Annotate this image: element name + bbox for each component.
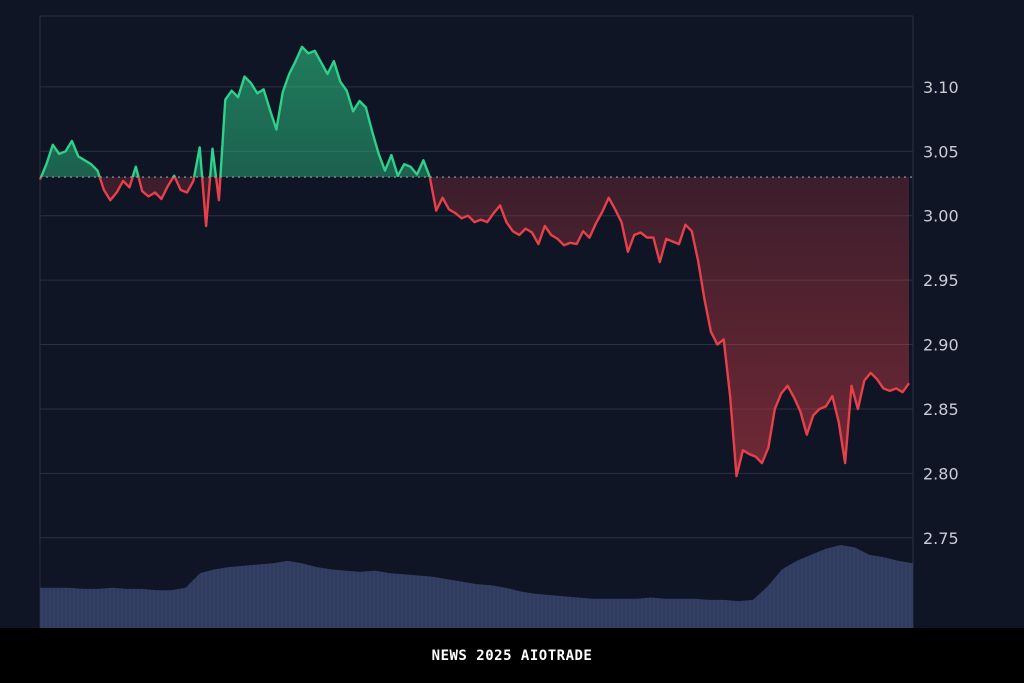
price-line-down xyxy=(38,177,910,478)
area-below-baseline xyxy=(40,177,909,476)
y-tick-label: 3.00 xyxy=(923,207,959,226)
chart-panel: 3.10 3.05 3.00 2.95 2.90 2.85 2.80 2.75 xyxy=(0,0,1024,628)
y-tick-label: 2.85 xyxy=(923,400,959,419)
y-axis: 3.10 3.05 3.00 2.95 2.90 2.85 2.80 2.75 xyxy=(923,78,959,548)
price-chart: 3.10 3.05 3.00 2.95 2.90 2.85 2.80 2.75 xyxy=(38,15,959,628)
y-tick-label: 2.80 xyxy=(923,464,959,483)
caption-bar: NEWS 2025 AIOTRADE xyxy=(0,628,1024,683)
y-tick-label: 2.95 xyxy=(923,271,959,290)
y-tick-label: 2.90 xyxy=(923,336,959,355)
area-above-baseline xyxy=(41,46,430,178)
caption-text: NEWS 2025 AIOTRADE xyxy=(431,647,593,664)
price-line xyxy=(38,45,910,478)
y-tick-label: 3.05 xyxy=(923,142,959,161)
price-area xyxy=(40,46,909,476)
y-tick-label: 3.10 xyxy=(923,78,959,97)
volume-area xyxy=(39,545,913,628)
volume-fill xyxy=(40,545,913,628)
y-tick-label: 2.75 xyxy=(923,529,959,548)
